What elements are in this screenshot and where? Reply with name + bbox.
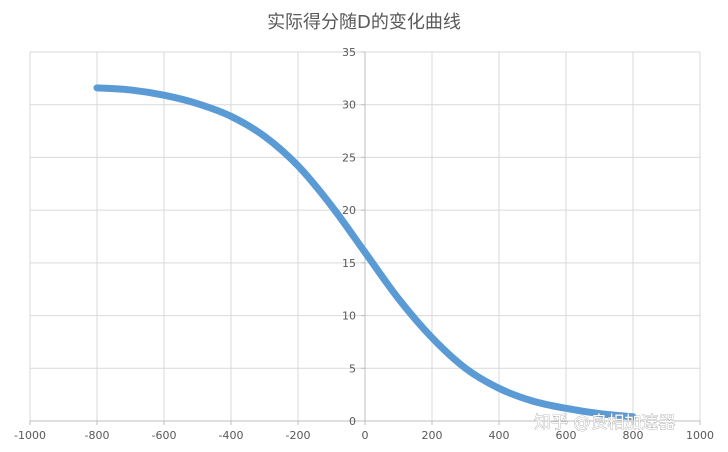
x-tick-label: 200 <box>422 429 443 442</box>
y-tick-labels: 0 5 10 15 20 25 30 35 <box>342 46 356 428</box>
y-tick-label: 20 <box>342 204 356 217</box>
series-lines <box>93 84 637 421</box>
y-tick-label: 0 <box>349 415 356 428</box>
x-tick-label: -200 <box>286 429 311 442</box>
y-tick-label: 15 <box>342 257 356 270</box>
series-line <box>93 84 637 421</box>
y-tick-label: 30 <box>342 99 356 112</box>
chart-title: 实际得分随D的变化曲线 <box>267 12 461 33</box>
x-tick-labels: -1000 -800 -600 -400 -200 0 200 400 600 800 1000 <box>14 429 714 442</box>
axes <box>29 51 701 425</box>
x-tick-label: -1000 <box>14 429 46 442</box>
watermark: 知乎 @良相加速器 <box>534 413 675 433</box>
x-tick-label: 800 <box>623 429 644 442</box>
x-tick-label: 600 <box>556 429 577 442</box>
y-tick-label: 25 <box>342 151 356 164</box>
x-tick-label: 1000 <box>686 429 714 442</box>
x-tick-label: -800 <box>85 429 110 442</box>
x-tick-label: 0 <box>362 429 369 442</box>
y-tick-label: 10 <box>342 310 356 323</box>
x-tick-label: 400 <box>489 429 510 442</box>
y-tick-label: 5 <box>349 362 356 375</box>
x-tick-label: -400 <box>219 429 244 442</box>
x-tick-label: -600 <box>152 429 177 442</box>
y-tick-label: 35 <box>342 46 356 59</box>
